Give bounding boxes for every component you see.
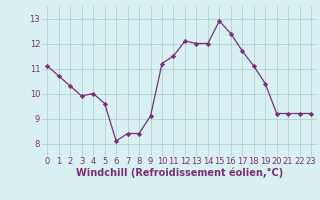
X-axis label: Windchill (Refroidissement éolien,°C): Windchill (Refroidissement éolien,°C) [76,168,283,178]
